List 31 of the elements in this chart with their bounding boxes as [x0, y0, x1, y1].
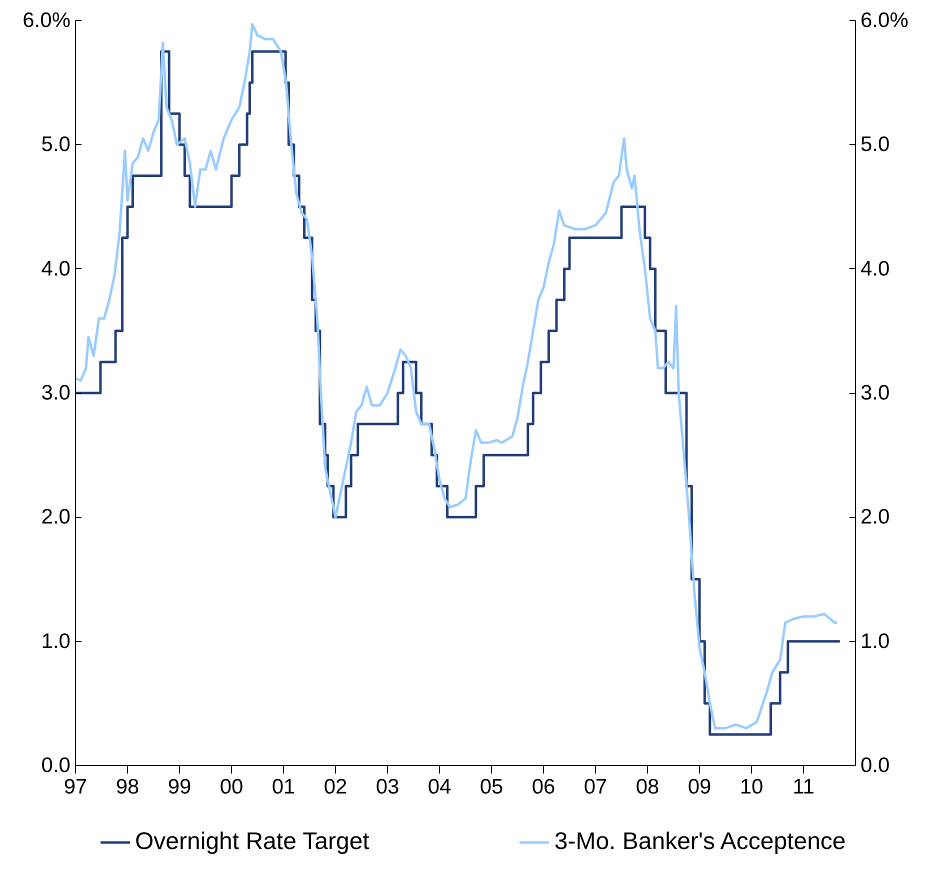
- y2-tick-label: 6.0%: [860, 9, 908, 32]
- x-tick-label: 99: [168, 776, 192, 798]
- x-tick-label: 04: [428, 776, 452, 798]
- x-tick-label: 11: [792, 776, 814, 798]
- y2-tick-label: 2.0: [860, 506, 890, 529]
- x-tick-label: 03: [376, 776, 400, 798]
- x-tick-label: 02: [324, 776, 348, 798]
- x-tick-label: 05: [480, 776, 504, 798]
- y-tick-label: 2.0: [41, 506, 71, 529]
- x-tick-label: 07: [584, 776, 608, 798]
- x-tick-label: 10: [740, 776, 764, 798]
- legend-label: Overnight Rate Target: [135, 828, 370, 856]
- x-tick-label: 01: [272, 776, 296, 798]
- y2-tick-label: 5.0: [860, 133, 890, 156]
- y-tick-label: 3.0: [41, 382, 71, 404]
- x-tick-label: 00: [220, 776, 244, 798]
- y2-tick-label: 1.0: [860, 630, 890, 653]
- y-tick-label: 5.0: [41, 133, 71, 156]
- y-tick-label: 4.0: [41, 257, 71, 280]
- y2-tick-label: 0.0: [860, 754, 890, 777]
- x-tick-label: 97: [64, 776, 88, 798]
- legend-label: 3-Mo. Banker's Acceptence: [554, 828, 846, 856]
- x-tick-label: 06: [532, 776, 556, 798]
- y-tick-label: 1.0: [41, 630, 71, 653]
- y-tick-label: 6.0%: [22, 9, 71, 32]
- y-tick-label: 0.0: [41, 754, 71, 777]
- x-tick-label: 09: [688, 776, 712, 798]
- y2-tick-label: 3.0: [860, 382, 890, 404]
- x-tick-label: 98: [116, 776, 140, 798]
- x-tick-label: 08: [636, 776, 660, 798]
- y2-tick-label: 4.0: [860, 257, 890, 280]
